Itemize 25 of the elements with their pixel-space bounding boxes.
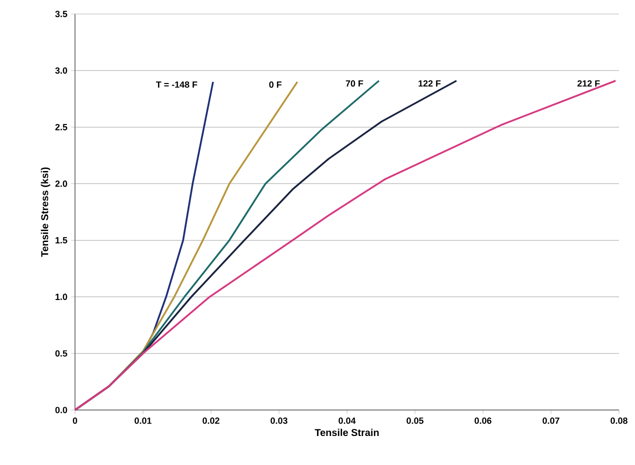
series-label: 70 F bbox=[346, 80, 364, 87]
y-tick-label: 0.0 bbox=[55, 406, 68, 414]
x-tick-label: 0.03 bbox=[270, 418, 288, 424]
y-tick-label: 2.5 bbox=[55, 124, 68, 130]
series-label: T = -148 F bbox=[156, 81, 198, 88]
y-tick-label: 2.0 bbox=[55, 180, 68, 187]
y-tick-label: 3.0 bbox=[55, 67, 68, 74]
y-tick-label: 1.5 bbox=[56, 237, 68, 244]
x-tick-label: 0.02 bbox=[202, 418, 220, 424]
x-tick-label: 0.06 bbox=[474, 418, 492, 424]
y-axis-title: Tensile Stress (ksi) bbox=[40, 167, 50, 257]
series-label: 122 F bbox=[418, 80, 441, 87]
x-tick-label: 0 bbox=[72, 418, 78, 424]
series-label: 212 F bbox=[577, 80, 600, 87]
y-tick-label: 0.5 bbox=[55, 350, 68, 357]
x-tick-label: 0.05 bbox=[406, 418, 424, 424]
x-tick-label: 0.07 bbox=[542, 418, 560, 424]
x-axis-title: Tensile Strain bbox=[314, 428, 379, 436]
x-tick-label: 0.04 bbox=[338, 418, 356, 424]
series-label: 0 F bbox=[269, 81, 282, 88]
x-tick-label: 0.01 bbox=[134, 418, 152, 424]
y-tick-label: 3.5 bbox=[55, 10, 68, 18]
x-tick-label: 0.08 bbox=[610, 418, 628, 424]
line-series bbox=[74, 80, 616, 411]
y-tick-label: 1.0 bbox=[56, 294, 68, 300]
